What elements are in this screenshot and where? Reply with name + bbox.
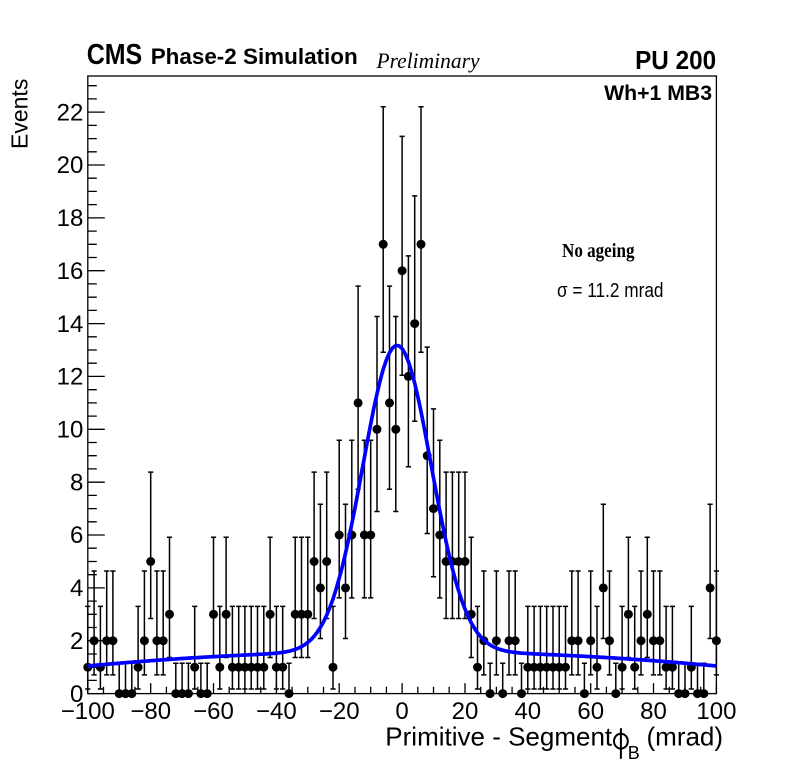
svg-text:−20: −20 [319, 698, 360, 725]
svg-text:10: 10 [57, 417, 84, 444]
svg-text:−100: −100 [61, 698, 115, 725]
svg-text:12: 12 [57, 364, 84, 391]
svg-text:Events: Events [7, 79, 33, 149]
svg-text:Preliminary: Preliminary [376, 48, 480, 73]
svg-text:4: 4 [70, 575, 83, 602]
svg-text:14: 14 [57, 311, 84, 338]
svg-text:σ = 11.2 mrad: σ = 11.2 mrad [557, 280, 664, 302]
svg-text:Primitive - Segment: Primitive - Segment [385, 721, 613, 751]
svg-text:2: 2 [70, 628, 83, 655]
svg-text:−40: −40 [256, 698, 297, 725]
svg-text:8: 8 [70, 469, 83, 496]
svg-text:18: 18 [57, 205, 84, 232]
svg-text:22: 22 [57, 99, 84, 126]
svg-text:Wh+1 MB3: Wh+1 MB3 [604, 81, 712, 105]
svg-text:100: 100 [696, 698, 736, 725]
svg-text:(mrad): (mrad) [647, 721, 724, 751]
svg-text:−60: −60 [193, 698, 234, 725]
svg-text:B: B [628, 743, 640, 763]
svg-text:No ageing: No ageing [562, 240, 635, 262]
svg-text:−80: −80 [130, 698, 171, 725]
svg-text:Phase-2 Simulation: Phase-2 Simulation [151, 44, 358, 69]
svg-text:0: 0 [70, 681, 83, 708]
svg-text:80: 80 [640, 698, 667, 725]
svg-text:60: 60 [577, 698, 604, 725]
svg-text:0: 0 [395, 698, 408, 725]
svg-text:PU 200: PU 200 [635, 47, 716, 75]
svg-text:CMS: CMS [87, 39, 143, 71]
svg-text:6: 6 [70, 522, 83, 549]
svg-text:16: 16 [57, 258, 84, 285]
svg-text:20: 20 [57, 152, 84, 179]
svg-text:40: 40 [514, 698, 541, 725]
svg-text:20: 20 [452, 698, 479, 725]
